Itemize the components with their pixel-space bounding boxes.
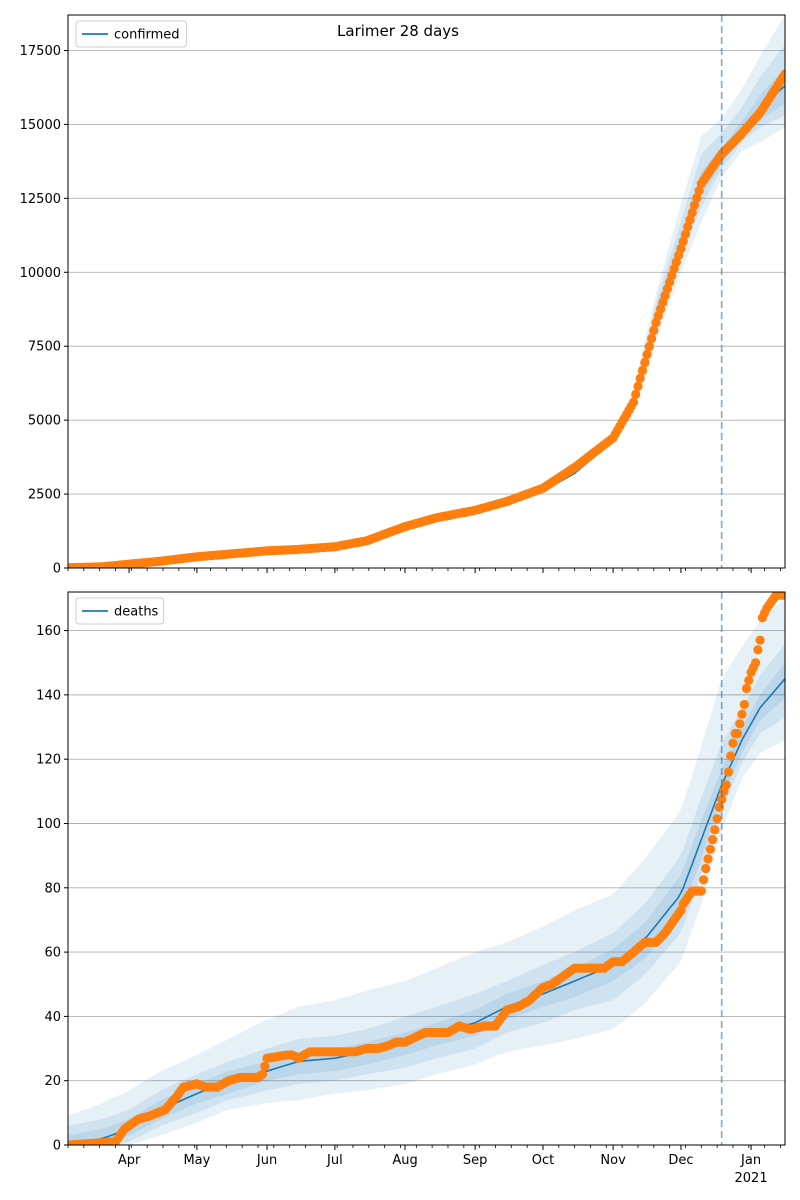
observed-point [728,738,738,748]
x-tick-label: Aug [392,1153,417,1168]
y-tick-label: 20 [44,1074,61,1089]
observed-point [780,69,785,79]
observed-point [640,357,650,368]
figure-title: Larimer 28 days [337,22,459,40]
observed-point [717,794,727,805]
observed-point [714,802,725,813]
uncertainty-band [68,598,785,1145]
observed-point [644,341,654,352]
deaths-panel: 0 20 40 60 80 100 120 140 160 Apr May Jun Jul Aug Sep O… [36,591,786,1186]
axes-frame [67,591,786,1146]
observed-point [732,728,743,739]
y-tick-label: 15000 [20,118,61,133]
observed-point [637,365,648,376]
observed-point [631,389,641,399]
y-tick-label: 17500 [20,44,61,59]
y-tick-label: 140 [36,688,61,703]
observed-point [703,854,713,864]
observed-point [726,751,736,761]
observed-point [694,186,704,196]
y-tick-label: 120 [36,753,61,768]
observed-point [628,397,639,407]
observed-point [696,886,706,896]
observed-point [683,222,693,232]
observed-point [257,1069,268,1079]
observed-point [708,835,718,845]
observed-point [678,236,688,246]
y-tick-label: 160 [36,624,61,639]
observed-point [635,373,645,383]
observed-point [710,825,720,835]
y-tick-label: 100 [36,817,61,832]
y-tick-label: 40 [44,1010,61,1025]
y-tick-label: 60 [44,946,61,961]
observed-point [739,699,749,710]
x-tick-label: Jun [256,1153,277,1168]
confirmed-panel: 0 2500 5000 7500 10000 12500 15000 17500 confirm… [20,14,786,577]
x-tick-label: Sep [463,1153,488,1168]
legend-label: deaths [114,605,159,620]
x-tick-label: Jan [740,1153,761,1168]
observed-point [755,635,765,645]
model-line-confirmed [68,85,785,568]
y-tick-label: 2500 [28,488,61,503]
observed-point [737,709,747,719]
uncertainty-band [68,15,785,568]
observed-point [780,592,785,600]
observed-point [741,683,752,694]
x-tick-label: May [183,1153,210,1168]
observed-point [260,1061,270,1071]
observed-point [735,719,745,729]
observed-point [705,844,716,854]
legend-box [75,20,187,48]
x-tick-label: Apr [118,1153,141,1168]
observed-point [649,325,659,336]
uncertainty-band [68,68,785,568]
observed-point [712,814,722,824]
axes-frame [67,14,786,569]
observed-point [685,215,695,225]
observed-point [687,207,697,218]
observed-point [642,349,652,360]
observed-point [647,333,657,344]
y-tick-label: 7500 [28,340,61,355]
observed-point [744,675,754,686]
uncertainty-band [68,643,785,1145]
observed-point [680,229,691,239]
y-tick-label: 80 [44,881,61,896]
uncertainty-band [68,44,785,568]
observed-point [689,200,700,210]
y-tick-label: 12500 [20,192,61,207]
legend-label: confirmed [114,28,180,43]
x-year-label: 2021 [735,1171,768,1186]
y-tick-label: 0 [53,1139,61,1154]
observed-point [753,645,763,655]
observed-point [701,863,711,874]
y-tick-label: 5000 [28,414,61,429]
observed-point [633,381,643,391]
x-tick-label: Jul [326,1153,343,1168]
x-tick-label: Dec [668,1153,693,1168]
x-tick-label: Oct [532,1153,554,1168]
observed-point [699,875,709,885]
y-tick-label: 0 [53,562,61,577]
observed-point [723,767,734,777]
observed-point [751,658,761,668]
observed-point [721,780,731,790]
observed-point [676,244,686,254]
x-tick-label: Nov [600,1153,626,1168]
y-tick-label: 10000 [20,266,61,281]
observed-point [692,193,702,203]
legend-box [75,597,165,625]
